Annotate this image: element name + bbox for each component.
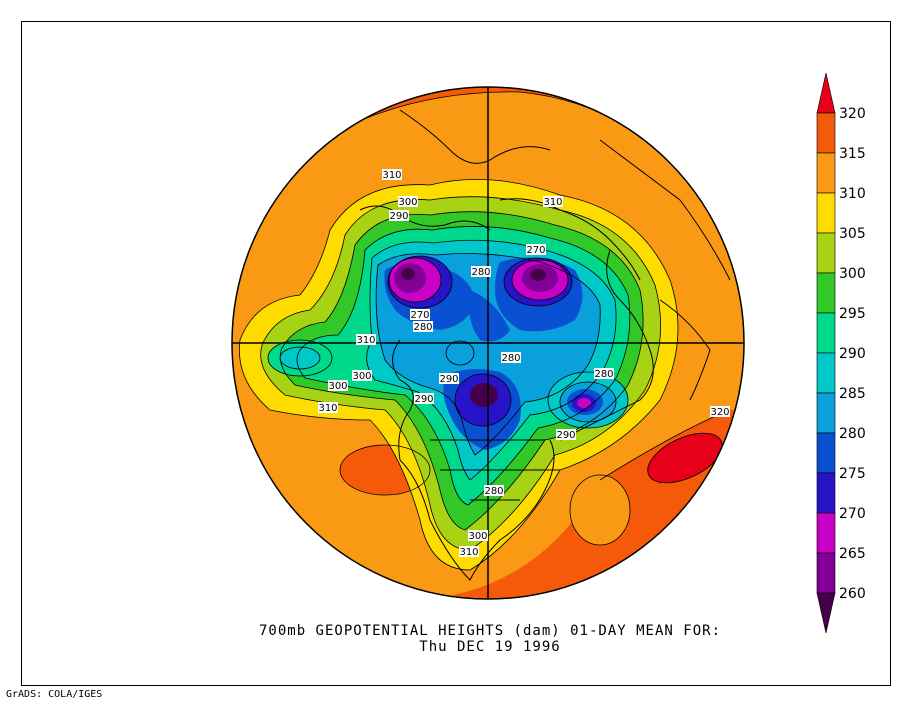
footer-credit: GrADS: COLA/IGES [6, 689, 103, 700]
colorbar-label: 285 [839, 386, 866, 402]
contour-label: 300 [328, 381, 347, 392]
colorbar-swatch [816, 272, 836, 314]
height-field [232, 87, 744, 599]
contour-label-bg [414, 393, 434, 404]
contour-label-bg [389, 210, 409, 221]
contour-label-bg [501, 352, 521, 363]
contour-label-bg [543, 196, 563, 207]
colorbar-swatch [816, 512, 836, 554]
caption-title: 700mb GEOPOTENTIAL HEIGHTS (dam) 01-DAY … [258, 623, 721, 639]
contour-label: 280 [413, 322, 432, 333]
colorbar-swatch [816, 472, 836, 514]
contour-label-bg [398, 196, 418, 207]
contour-label-bg [459, 546, 479, 557]
contour-label: 310 [459, 547, 478, 558]
contour-label: 270 [410, 310, 429, 321]
colorbar-label: 275 [839, 466, 866, 482]
map-boundary [231, 86, 745, 600]
contour-label: 310 [543, 197, 562, 208]
contour-label: 300 [398, 197, 417, 208]
colorbar-swatch [816, 352, 836, 394]
contour-label-bg [710, 406, 730, 417]
contour-label-bg [526, 244, 546, 255]
contour-label-bg [413, 321, 433, 332]
contour-label: 280 [501, 353, 520, 364]
colorbar-label: 265 [839, 546, 866, 562]
colorbar-swatch [816, 232, 836, 274]
contour-label: 310 [356, 335, 375, 346]
colorbar-swatch [816, 112, 836, 154]
colorbar-label: 280 [839, 426, 866, 442]
plot-frame [21, 21, 891, 686]
contour-label-bg [439, 373, 459, 384]
contour-label-bg [556, 429, 576, 440]
contour-label-bg [484, 485, 504, 496]
coastlines [359, 109, 731, 581]
colorbar-swatch [816, 72, 836, 114]
contour-label: 310 [382, 170, 401, 181]
caption-date: Thu DEC 19 1996 [419, 639, 561, 655]
contour-label-bg [352, 370, 372, 381]
contour-label-bg [594, 368, 614, 379]
colorbar-label: 315 [839, 146, 866, 162]
contour-label: 280 [594, 369, 613, 380]
colorbar-swatch [816, 592, 836, 634]
colorbar-swatch [816, 432, 836, 474]
contour-label: 320 [710, 407, 729, 418]
contour-label: 300 [468, 531, 487, 542]
colorbar-label: 300 [839, 266, 866, 282]
contour-labels: 3103002903102702802702803103003003102902… [318, 169, 730, 558]
colorbar-swatch [816, 392, 836, 434]
contour-label-bg [468, 530, 488, 541]
contour-label-bg [410, 309, 430, 320]
colorbar-label: 305 [839, 226, 866, 242]
contour-label-bg [356, 334, 376, 345]
contour-label: 280 [484, 486, 503, 497]
colorbar-swatch [816, 552, 836, 594]
contour-label: 290 [439, 374, 458, 385]
contour-label-bg [328, 380, 348, 391]
contour-label: 290 [389, 211, 408, 222]
colorbar-swatch [816, 152, 836, 194]
colorbar-label: 290 [839, 346, 866, 362]
contour-label-bg [471, 266, 491, 277]
colorbar-label: 260 [839, 586, 866, 602]
colorbar-swatch [816, 192, 836, 234]
colorbar-swatch [816, 312, 836, 354]
contour-label: 280 [471, 267, 490, 278]
contour-label: 300 [352, 371, 371, 382]
contour-label: 290 [414, 394, 433, 405]
colorbar-label: 320 [839, 106, 866, 122]
contour-label: 290 [556, 430, 575, 441]
colorbar-label: 295 [839, 306, 866, 322]
contour-label-bg [318, 402, 338, 413]
contour-label: 270 [526, 245, 545, 256]
colorbar-label: 310 [839, 186, 866, 202]
contour-label-bg [382, 169, 402, 180]
contour-label: 310 [318, 403, 337, 414]
colorbar-label: 270 [839, 506, 866, 522]
